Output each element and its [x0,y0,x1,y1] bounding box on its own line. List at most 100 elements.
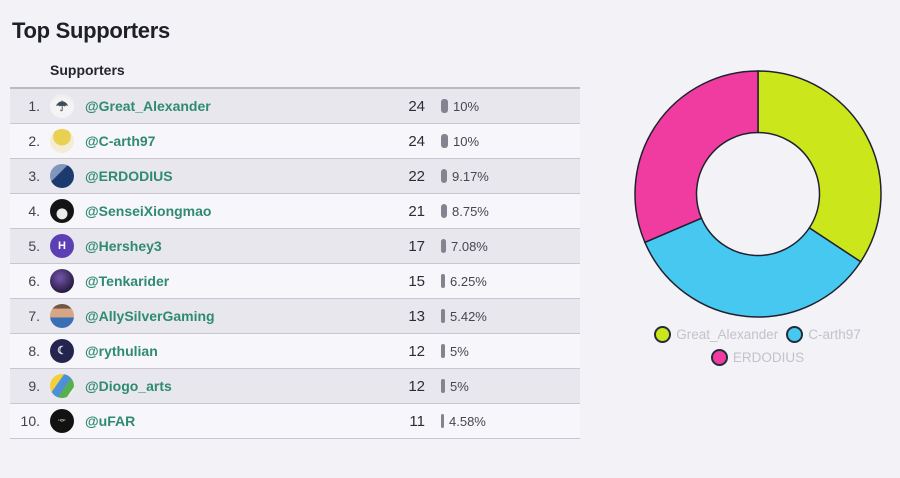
support-count: 11 [409,412,425,430]
percent-label: 8.75% [452,203,489,219]
senseixiongmao-avatar [50,199,74,223]
percent-bar-icon [441,379,445,393]
rank-label: 4. [28,203,40,219]
column-header-supporters: Supporters [10,62,580,89]
percent-group: 10% [441,134,479,149]
percent-bar-icon [441,309,445,323]
donut-slice-1[interactable] [643,217,862,318]
rank-label: 10. [20,413,40,429]
support-count: 17 [408,237,425,255]
allysilvergaming-avatar [50,304,74,328]
page-title: Top Supporters [12,18,170,43]
rank-label: 8. [28,343,40,359]
username-link[interactable]: @AllySilverGaming [85,308,215,324]
percent-group: 5.42% [441,309,487,324]
percent-group: 5% [441,379,469,394]
support-count: 15 [408,272,425,290]
table-row: 3. @ERDODIUS 22 9.17% [10,159,580,194]
diogo-arts-avatar [50,374,74,398]
legend-dot-icon [654,326,672,343]
rythulian-avatar: ☾ [50,339,74,363]
legend-item-1[interactable]: C-arth97 [786,326,861,343]
percent-bar-icon [441,414,444,428]
percent-group: 9.17% [441,169,489,184]
username-link[interactable]: @SenseiXiongmao [85,203,212,219]
rank-label: 6. [28,273,40,289]
username-link[interactable]: @ERDODIUS [85,168,173,184]
table-row: 9. @Diogo_arts 12 5% [10,369,580,404]
supporters-table: Supporters 1. ☂ @Great_Alexander 24 10% 2. @C-… [10,62,580,439]
rank-label: 1. [28,98,40,114]
support-count: 12 [408,377,425,395]
percent-label: 5% [450,378,469,394]
percent-bar-icon [441,134,448,148]
username-link[interactable]: @Diogo_arts [85,378,172,394]
legend-label: C-arth97 [808,327,861,342]
ufar-avatar: ·‹›· [50,409,74,433]
legend-label: ERDODIUS [732,350,805,365]
percent-group: 10% [441,99,479,114]
supporters-table-body: 1. ☂ @Great_Alexander 24 10% 2. @C-arth97 24 10%… [10,89,580,439]
table-row: 5. H @Hershey3 17 7.08% [10,229,580,264]
table-row: 7. @AllySilverGaming 13 5.42% [10,299,580,334]
percent-group: 5% [441,344,469,359]
table-row: 6. @Tenkarider 15 6.25% [10,264,580,299]
username-link[interactable]: @Great_Alexander [85,98,211,114]
rank-label: 5. [28,238,40,254]
rank-label: 2. [28,133,40,149]
percent-group: 4.58% [441,414,486,429]
percent-bar-icon [441,99,448,113]
percent-label: 7.08% [451,238,488,254]
tenkarider-avatar [50,269,74,293]
erdodius-avatar [50,164,74,188]
percent-bar-icon [441,274,445,288]
percent-label: 10% [453,133,480,149]
table-row: 10. ·‹›· @uFAR 11 4.58% [10,404,580,439]
hershey3-avatar: H [50,234,74,258]
username-link[interactable]: @C-arth97 [85,133,156,149]
support-count: 22 [408,167,425,185]
rank-label: 7. [28,308,40,324]
legend-dot-icon [710,349,728,366]
percent-label: 10% [453,98,480,114]
support-count: 21 [408,202,425,220]
donut-slice-0[interactable] [756,70,882,263]
username-link[interactable]: @uFAR [85,413,136,429]
great-alexander-avatar: ☂ [50,94,74,118]
percent-label: 9.17% [452,168,489,184]
support-count: 13 [408,307,425,325]
percent-group: 8.75% [441,204,489,219]
donut-slice-2[interactable] [633,70,759,244]
percent-label: 4.58% [449,413,486,429]
legend-label: Great_Alexander [676,327,779,342]
legend-dot-icon [786,326,804,343]
username-link[interactable]: @rythulian [85,343,158,359]
legend-item-0[interactable]: Great_Alexander [654,326,778,343]
support-count: 24 [408,132,425,150]
percent-label: 5.42% [450,308,487,324]
percent-label: 6.25% [450,273,487,289]
username-link[interactable]: @Hershey3 [85,238,162,254]
chart-legend: Great_Alexander C-arth97 ERDODIUS [625,326,890,366]
table-row: 2. @C-arth97 24 10% [10,124,580,159]
percent-bar-icon [441,239,446,253]
c-arth97-avatar [50,129,74,153]
percent-bar-icon [441,169,447,183]
donut-chart-svg [633,70,882,318]
table-row: 8. ☾ @rythulian 12 5% [10,334,580,369]
username-link[interactable]: @Tenkarider [85,273,170,289]
rank-label: 9. [28,378,40,394]
supporters-donut-chart: Great_Alexander C-arth97 ERDODIUS [615,64,900,366]
rank-label: 3. [28,168,40,184]
support-count: 12 [408,342,425,360]
legend-item-2[interactable]: ERDODIUS [710,349,805,366]
table-row: 4. @SenseiXiongmao 21 8.75% [10,194,580,229]
support-count: 24 [408,97,425,115]
percent-bar-icon [441,204,447,218]
table-row: 1. ☂ @Great_Alexander 24 10% [10,89,580,124]
percent-label: 5% [450,343,469,359]
percent-group: 7.08% [441,239,488,254]
percent-group: 6.25% [441,274,487,289]
percent-bar-icon [441,344,445,358]
